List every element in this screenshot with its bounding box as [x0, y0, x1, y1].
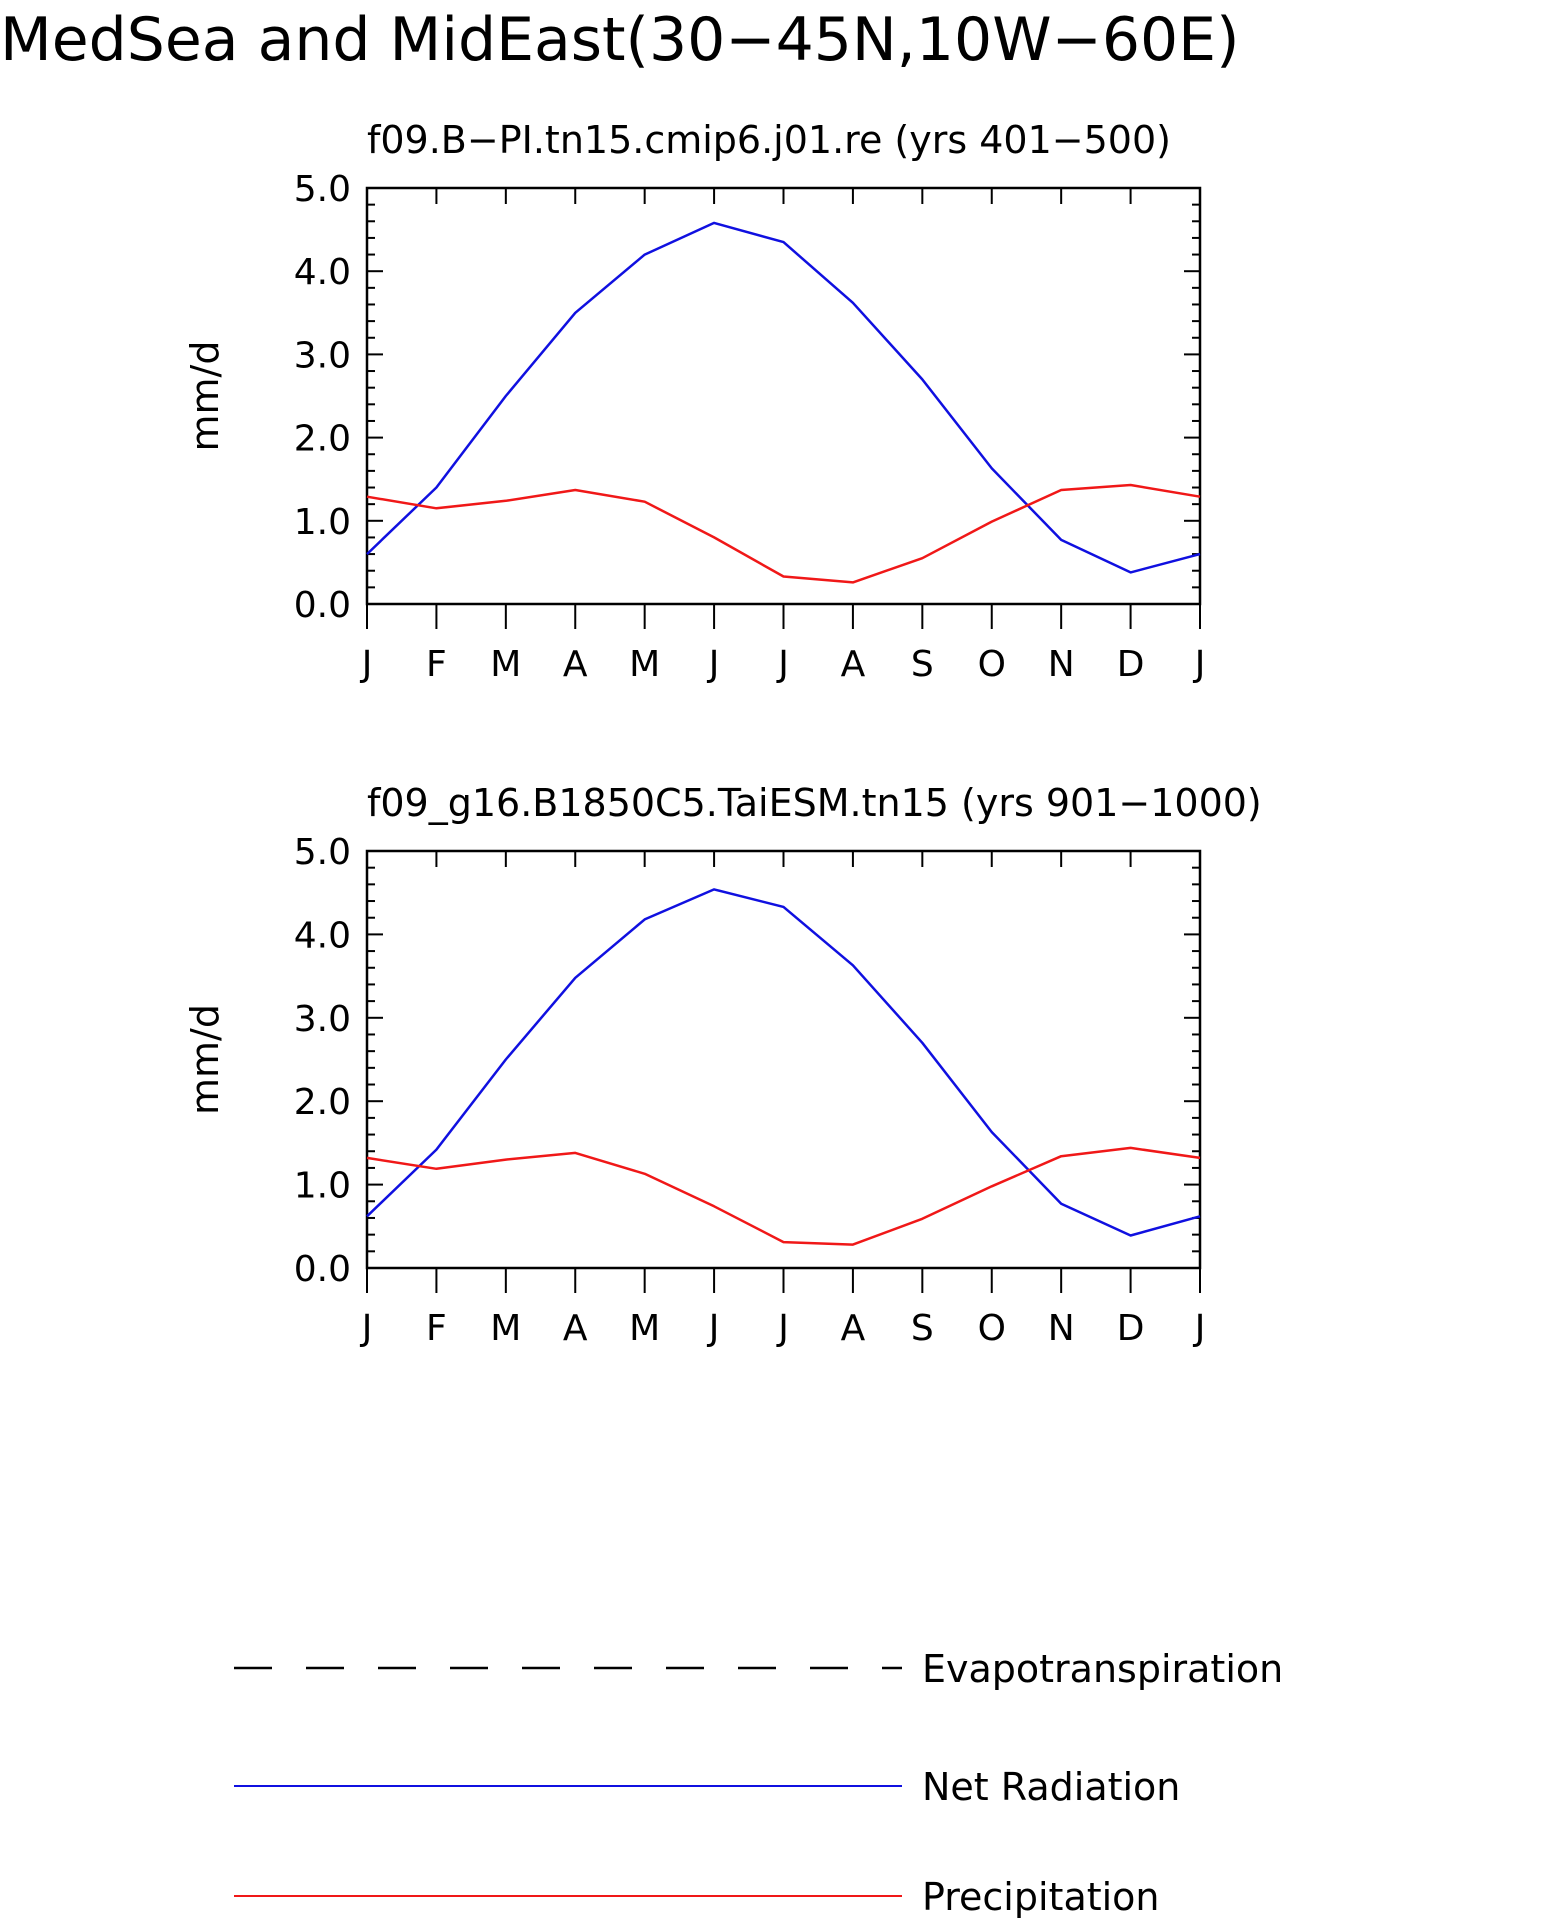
- series-line-precipitation: [366, 483, 1201, 584]
- chart-title-2: f09_g16.B1850C5.TaiESM.tn15 (yrs 901−100…: [367, 781, 1262, 825]
- x-tick-label: J: [1193, 1308, 1206, 1349]
- series-line-net-radiation: [366, 888, 1201, 1237]
- y-tick-label: 4.0: [294, 252, 351, 293]
- x-tick-label: J: [360, 644, 373, 685]
- x-tick-label: J: [776, 644, 789, 685]
- legend-item-net-radiation: Net Radiation: [234, 1765, 1180, 1809]
- chart-title-1: f09.B−PI.tn15.cmip6.j01.re (yrs 401−500): [367, 118, 1171, 162]
- x-tick-label: M: [490, 1308, 521, 1349]
- legend-label-evapotranspiration: Evapotranspiration: [922, 1647, 1283, 1691]
- x-tick-label: O: [978, 644, 1006, 685]
- x-tick-label: O: [978, 1308, 1006, 1349]
- legend: Evapotranspiration Net Radiation Precipi…: [234, 1647, 1283, 1919]
- x-tick-label: J: [776, 1308, 789, 1349]
- x-tick-label: A: [841, 1308, 866, 1349]
- legend-item-precipitation: Precipitation: [234, 1875, 1160, 1919]
- y-tick-label: 0.0: [294, 585, 351, 626]
- y-tick-label: 1.0: [294, 1166, 351, 1207]
- x-tick-label: S: [911, 1308, 934, 1349]
- x-tick-label: M: [629, 1308, 660, 1349]
- x-tick-label: D: [1117, 644, 1145, 685]
- x-tick-label: A: [563, 644, 588, 685]
- legend-label-net-radiation: Net Radiation: [922, 1765, 1180, 1809]
- x-tick-label: F: [426, 1308, 447, 1349]
- y-tick-label: 5.0: [294, 169, 351, 210]
- y-axis-label: mm/d: [183, 1004, 227, 1115]
- y-tick-label: 3.0: [294, 999, 351, 1040]
- x-tick-label: J: [707, 1308, 720, 1349]
- plot-frame: [365, 849, 1202, 1270]
- chart-panel-1: f09.B−PI.tn15.cmip6.j01.re (yrs 401−500)…: [183, 118, 1205, 685]
- series-line-precipitation: [366, 1146, 1201, 1246]
- plot-frame: [365, 186, 1202, 606]
- x-tick-label: M: [629, 644, 660, 685]
- y-tick-label: 3.0: [294, 335, 351, 376]
- x-tick-label: J: [707, 644, 720, 685]
- x-tick-label: A: [563, 1308, 588, 1349]
- legend-label-precipitation: Precipitation: [922, 1875, 1160, 1919]
- legend-item-evapotranspiration: Evapotranspiration: [234, 1647, 1283, 1691]
- x-tick-label: D: [1117, 1308, 1145, 1349]
- y-axis-label: mm/d: [183, 341, 227, 452]
- x-tick-label: N: [1048, 644, 1075, 685]
- x-tick-label: N: [1048, 1308, 1075, 1349]
- y-tick-label: 4.0: [294, 915, 351, 956]
- y-tick-label: 1.0: [294, 502, 351, 543]
- series-line-net-radiation: [366, 221, 1201, 574]
- x-tick-label: J: [1193, 644, 1206, 685]
- y-tick-label: 2.0: [294, 1082, 351, 1123]
- y-tick-label: 2.0: [294, 419, 351, 460]
- y-tick-label: 5.0: [294, 832, 351, 873]
- x-tick-label: A: [841, 644, 866, 685]
- figure-title: MedSea and MidEast(30−45N,10W−60E): [0, 5, 1240, 75]
- chart-panel-2: f09_g16.B1850C5.TaiESM.tn15 (yrs 901−100…: [183, 781, 1262, 1349]
- x-tick-label: F: [426, 644, 447, 685]
- y-tick-label: 0.0: [294, 1249, 351, 1290]
- x-tick-label: S: [911, 644, 934, 685]
- x-tick-label: M: [490, 644, 521, 685]
- x-tick-label: J: [360, 1308, 373, 1349]
